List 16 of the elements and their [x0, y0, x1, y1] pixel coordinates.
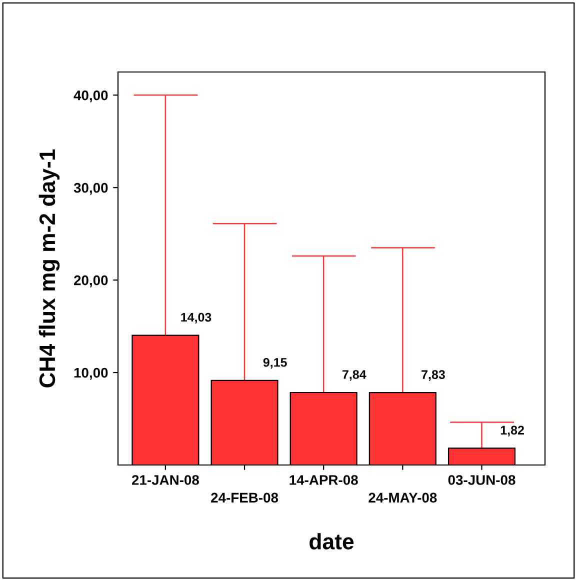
y-axis-title: CH4 flux mg m-2 day-1 [38, 149, 60, 388]
data-label: 7,83 [422, 370, 445, 381]
x-tick-label: 03-JUN-08 [448, 475, 516, 485]
x-tick-label: 24-MAY-08 [368, 492, 437, 503]
data-label: 7,84 [342, 370, 366, 381]
x-axis-title: date [310, 533, 354, 550]
y-tick-label: 30,00 [74, 182, 108, 195]
data-label: 1,82 [500, 426, 524, 436]
y-tick-label: 20,00 [74, 275, 108, 288]
y-tick-label: 10,00 [74, 368, 108, 380]
x-tick-label: 24-FEB-08 [211, 492, 278, 503]
x-tick-label: 14-APR-08 [290, 475, 358, 485]
data-label: 14,03 [181, 312, 212, 324]
data-label: 9,15 [263, 358, 287, 369]
x-tick-label: 21-JAN-08 [132, 475, 199, 485]
y-tick-label: 40,00 [74, 90, 108, 102]
